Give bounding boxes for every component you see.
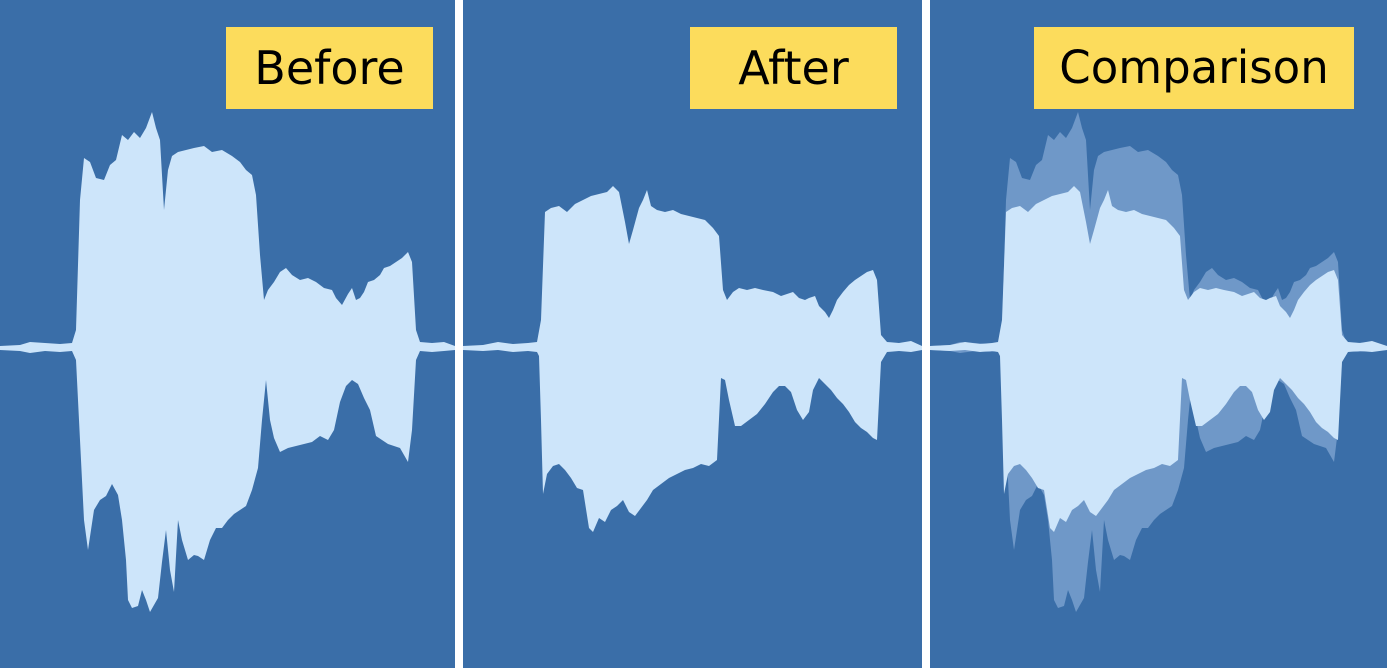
comparison-after-shape [930,186,1387,532]
after-label: After [690,27,897,109]
before-waveform-shape [0,112,455,612]
comparison-waveform [930,112,1387,612]
comparison-panel: Comparison [930,0,1387,668]
before-label: Before [226,27,433,109]
comparison-label: Comparison [1034,27,1354,109]
after-waveform [463,186,922,532]
after-waveform-shape [463,186,922,532]
before-waveform [0,112,455,612]
after-panel: After [463,0,922,668]
before-panel: Before [0,0,455,668]
